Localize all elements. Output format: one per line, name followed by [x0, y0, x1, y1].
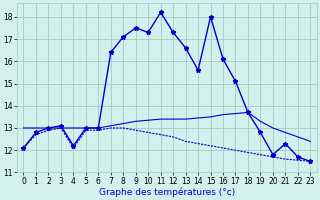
- X-axis label: Graphe des températures (°c): Graphe des températures (°c): [99, 187, 235, 197]
